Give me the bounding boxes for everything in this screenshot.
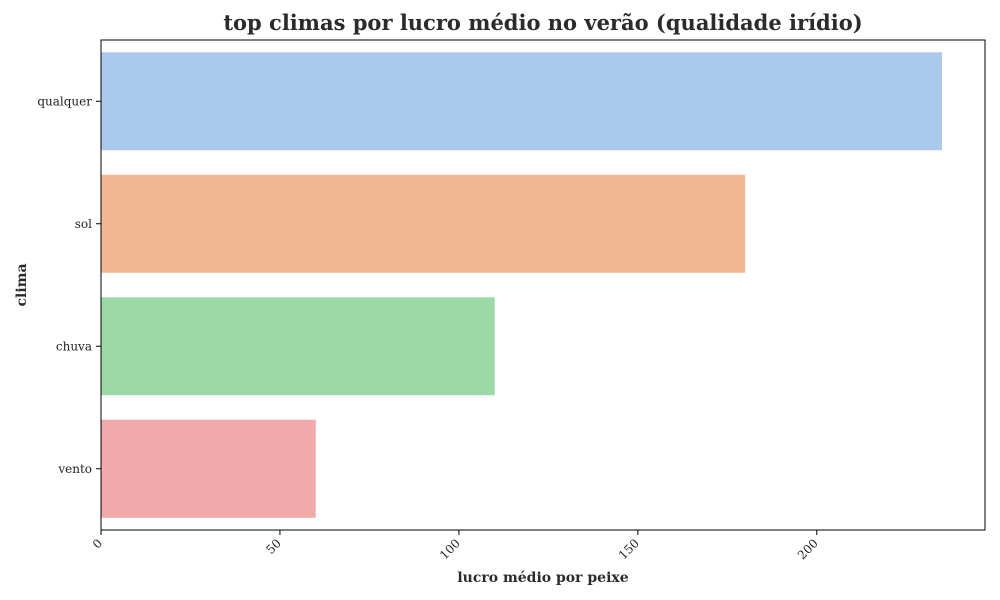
y-tick-label-vento: vento: [57, 462, 92, 476]
x-tick-label-0: 0: [90, 536, 105, 551]
x-axis: 0 50 100 150 200: [90, 530, 821, 562]
bars: [101, 52, 943, 518]
bar-chuva: [101, 297, 495, 396]
y-tick-label-chuva: chuva: [56, 339, 92, 353]
x-tick-label-50: 50: [263, 536, 284, 557]
y-tick-label-sol: sol: [75, 217, 92, 231]
x-tick-label-150: 150: [616, 536, 642, 562]
plot-frame: [100, 39, 986, 531]
y-axis: qualquer sol chuva vento: [37, 94, 101, 476]
x-tick-label-100: 100: [437, 536, 463, 562]
x-axis-label: lucro médio por peixe: [457, 570, 628, 586]
y-tick-label-qualquer: qualquer: [37, 94, 92, 108]
x-tick-label-200: 200: [795, 536, 821, 562]
bar-sol: [101, 174, 746, 273]
chart-title: top climas por lucro médio no verão (qua…: [223, 10, 862, 35]
bar-vento: [101, 419, 316, 518]
y-axis-label: clima: [14, 263, 30, 306]
bar-qualquer: [101, 52, 943, 151]
